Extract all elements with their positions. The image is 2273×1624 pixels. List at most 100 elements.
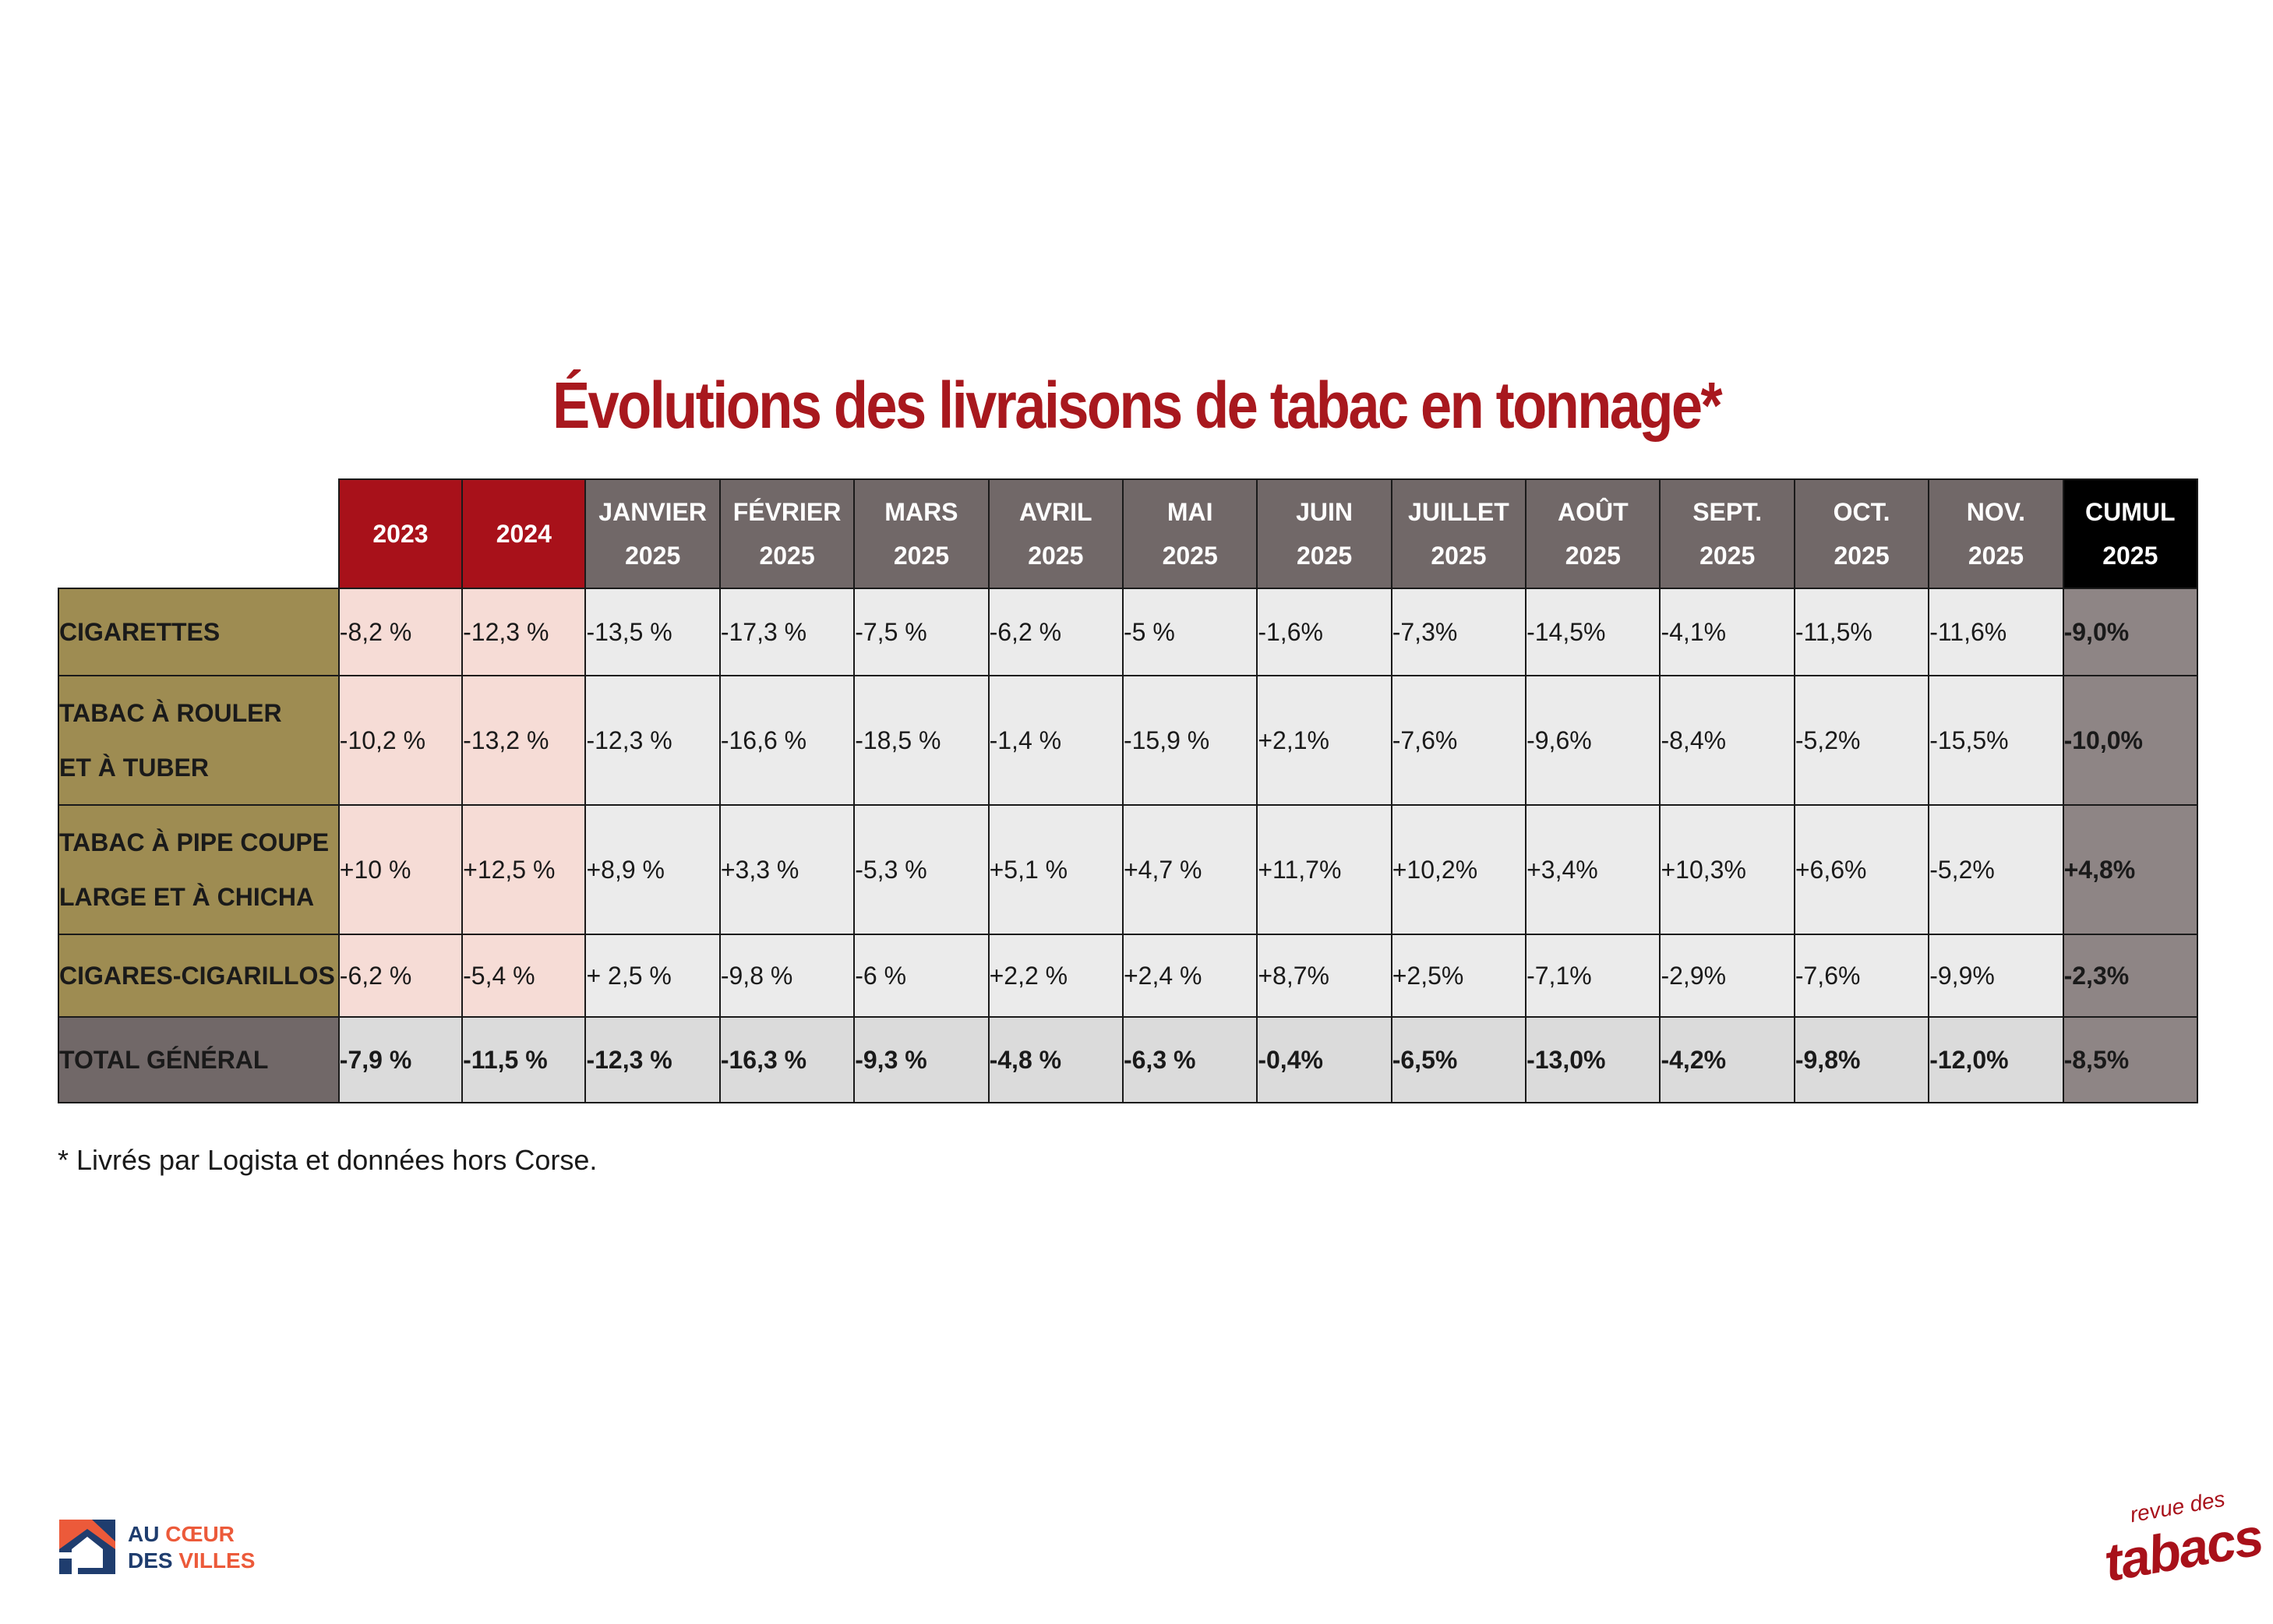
row-label-line: TABAC À PIPE COUPE bbox=[59, 828, 330, 856]
column-header-line2: 2025 bbox=[1162, 542, 1218, 570]
table-cell: -5 % bbox=[1121, 588, 1258, 676]
table-cell: -9,3 % bbox=[853, 1016, 990, 1103]
table-cell: -16,3 % bbox=[718, 1016, 856, 1103]
table-cell: -8,4% bbox=[1659, 675, 1795, 806]
table-cell: -1,6% bbox=[1256, 588, 1392, 676]
table-cell: -13,2 % bbox=[461, 675, 587, 806]
table-cell: -10,0% bbox=[2062, 675, 2199, 806]
table-cell: +2,1% bbox=[1256, 675, 1392, 806]
table-row: CIGARETTES -8,2 % -12,3 % -13,5 % -17,3 % -7,… bbox=[58, 588, 2199, 676]
column-header-line1: SEPT. bbox=[1692, 498, 1763, 526]
table-cell: -15,5% bbox=[1928, 675, 2064, 806]
table-cell: -12,0% bbox=[1928, 1016, 2064, 1103]
header-blank bbox=[58, 479, 339, 588]
column-header-line1: AOÛT bbox=[1557, 498, 1629, 526]
column-header-line2: 2025 bbox=[1431, 542, 1487, 570]
column-header-2: JANVIER 2025 bbox=[584, 478, 721, 589]
table-cell: -6 % bbox=[853, 934, 990, 1018]
table-cell: +10,2% bbox=[1390, 804, 1527, 935]
table-cell: +4,7 % bbox=[1121, 804, 1258, 935]
table-cell: -16,6 % bbox=[718, 675, 856, 806]
table-cell: -12,3 % bbox=[584, 1016, 721, 1103]
column-header-line1: NOV. bbox=[1966, 498, 2026, 526]
logo-left-text: AU CŒUR DES VILLES bbox=[128, 1521, 255, 1574]
table-cell: -0,4% bbox=[1256, 1016, 1392, 1103]
table-cell: -5,3 % bbox=[853, 804, 990, 935]
column-header-8: JUILLET 2025 bbox=[1390, 478, 1527, 589]
row-label-line: TOTAL GÉNÉRAL bbox=[59, 1046, 269, 1074]
column-header-line2: 2025 bbox=[759, 542, 815, 570]
table-cell: -5,2% bbox=[1793, 675, 1930, 806]
table-cell: +5,1 % bbox=[987, 804, 1124, 935]
table-cell: +3,4% bbox=[1525, 804, 1661, 935]
logo-word-au: AU bbox=[128, 1522, 160, 1546]
row-label-line: LARGE ET À CHICHA bbox=[59, 883, 315, 911]
table-cell: -7,9 % bbox=[337, 1016, 464, 1103]
column-header-line2: 2025 bbox=[893, 542, 949, 570]
table-cell: -11,5% bbox=[1793, 588, 1930, 676]
column-header-line1: OCT. bbox=[1833, 498, 1890, 526]
table-cell: -7,3% bbox=[1390, 588, 1527, 676]
table-cell: +2,2 % bbox=[987, 934, 1124, 1018]
column-header-line2: 2025 bbox=[625, 542, 681, 570]
table-cell: -11,6% bbox=[1928, 588, 2064, 676]
column-header-line2: 2025 bbox=[1699, 542, 1756, 570]
column-header-line1: AVRIL bbox=[1018, 498, 1092, 526]
table-cell: -17,3 % bbox=[718, 588, 856, 676]
logo-word-villes: VILLES bbox=[178, 1548, 256, 1573]
data-table: 2023 2024 JANVIER 2025 FÉVRIER 2025 MARS 2025 AV… bbox=[58, 478, 2199, 1103]
table-body: CIGARETTES -8,2 % -12,3 % -13,5 % -17,3 % -7,… bbox=[58, 588, 2199, 1103]
column-header-line1: 2023 bbox=[372, 520, 429, 548]
table-cell: -8,2 % bbox=[337, 588, 464, 676]
column-header-5: AVRIL 2025 bbox=[987, 478, 1124, 589]
table-cell: -4,8 % bbox=[987, 1016, 1124, 1103]
row-label: TABAC À ROULER ET À TUBER bbox=[58, 675, 340, 806]
table-cell: +3,3 % bbox=[718, 804, 856, 935]
table-row: TABAC À PIPE COUPE LARGE ET À CHICHA +10 %… bbox=[58, 804, 2199, 935]
table-cell: -6,3 % bbox=[1121, 1016, 1258, 1103]
table-cell: +6,6% bbox=[1793, 804, 1930, 935]
logo-word-des: DES bbox=[128, 1548, 173, 1573]
column-header-9: AOÛT 2025 bbox=[1525, 478, 1661, 589]
table-row: TABAC À ROULER ET À TUBER -10,2 % -13,2 % -1… bbox=[58, 675, 2199, 806]
column-header-13: CUMUL 2025 bbox=[2062, 478, 2199, 589]
header-row: 2023 2024 JANVIER 2025 FÉVRIER 2025 MARS 2025 AV… bbox=[58, 478, 2199, 589]
column-header-0: 2023 bbox=[337, 478, 464, 589]
column-header-line2: 2025 bbox=[1296, 542, 1353, 570]
table-cell: -12,3 % bbox=[584, 675, 721, 806]
table-cell: -1,4 % bbox=[987, 675, 1124, 806]
row-label-line: TABAC À ROULER bbox=[59, 699, 282, 727]
table-cell: -5,2% bbox=[1928, 804, 2064, 935]
column-header-1: 2024 bbox=[461, 478, 587, 589]
row-label-line: ET À TUBER bbox=[59, 754, 209, 782]
row-label: TABAC À PIPE COUPE LARGE ET À CHICHA bbox=[58, 804, 340, 935]
revue-des-tabacs-logo: revue des tabacs bbox=[2100, 1487, 2267, 1594]
column-header-line2: 2025 bbox=[2102, 542, 2158, 570]
table-cell: +2,5% bbox=[1390, 934, 1527, 1018]
house-logo-icon bbox=[59, 1520, 115, 1574]
column-header-line1: JANVIER bbox=[598, 498, 707, 526]
table-cell: -7,1% bbox=[1525, 934, 1661, 1018]
logo-word-coeur: CŒUR bbox=[165, 1522, 235, 1546]
table-cell: -9,8 % bbox=[718, 934, 856, 1018]
table-cell: -5,4 % bbox=[461, 934, 587, 1018]
row-label-line: CIGARES-CIGARILLOS bbox=[59, 962, 335, 990]
logo-right-big: tabacs bbox=[2099, 1506, 2267, 1594]
chart-title: Évolutions des livraisons de tabac en to… bbox=[552, 369, 1723, 442]
table-cell: -18,5 % bbox=[853, 675, 990, 806]
table-cell: -7,5 % bbox=[853, 588, 990, 676]
column-header-line1: JUILLET bbox=[1408, 498, 1509, 526]
table-cell: -8,5% bbox=[2062, 1016, 2199, 1103]
table-row: CIGARES-CIGARILLOS -6,2 % -5,4 % + 2,5 % -9,… bbox=[58, 934, 2199, 1018]
column-header-10: SEPT. 2025 bbox=[1659, 478, 1795, 589]
table-cell: -9,0% bbox=[2062, 588, 2199, 676]
column-header-line2: 2025 bbox=[1834, 542, 1890, 570]
table-cell: -6,2 % bbox=[337, 934, 464, 1018]
table-cell: +4,8% bbox=[2062, 804, 2199, 935]
footnote: * Livrés par Logista et données hors Cor… bbox=[58, 1144, 598, 1176]
table-cell: +8,7% bbox=[1256, 934, 1392, 1018]
table-cell: -4,1% bbox=[1659, 588, 1795, 676]
column-header-line2: 2025 bbox=[1565, 542, 1621, 570]
column-header-line2: 2025 bbox=[1028, 542, 1084, 570]
table-cell: -10,2 % bbox=[337, 675, 464, 806]
